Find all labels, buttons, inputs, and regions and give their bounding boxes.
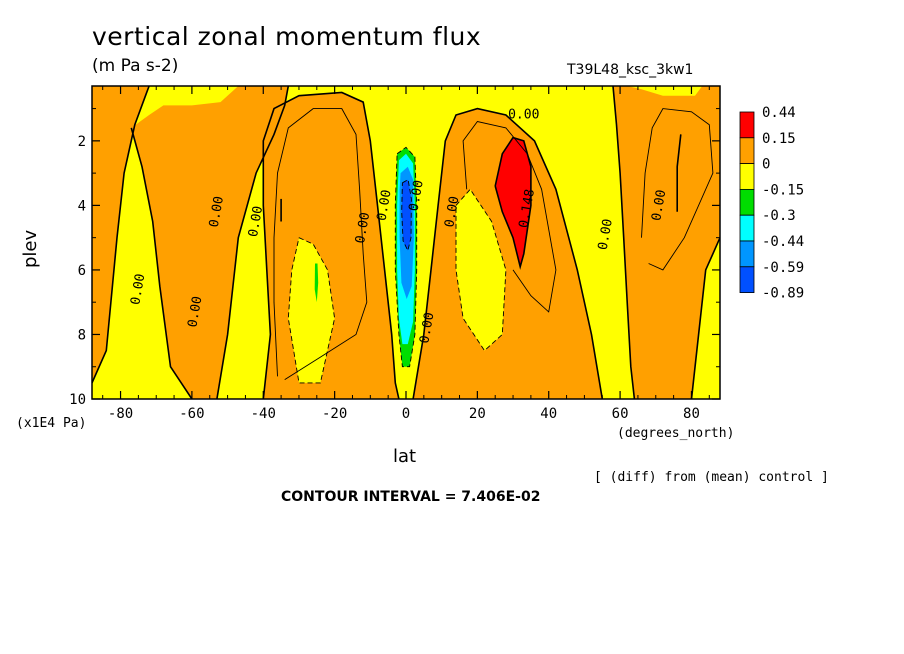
x-tick-label: 0 xyxy=(402,406,410,422)
colorbar: 0.44 0.15 0 -0.15 -0.3 -0.44 -0.59 -0.89 xyxy=(739,105,804,302)
contour-label: 0.00 xyxy=(353,211,373,244)
contour-label: 0.00 xyxy=(374,189,394,222)
contour-label: 0.00 xyxy=(246,205,266,238)
contour-interval: CONTOUR INTERVAL = 7.406E-02 xyxy=(281,489,541,505)
x-tick-label: 60 xyxy=(612,406,629,422)
contour-line xyxy=(641,108,714,271)
contour-region-high xyxy=(495,137,531,267)
contour-label: 0.148 xyxy=(517,188,539,229)
colorbar-label: -0.3 xyxy=(762,208,796,224)
y-tick-label: 8 xyxy=(78,327,86,343)
y-tick-label: 2 xyxy=(78,134,86,150)
contour-line xyxy=(273,108,368,380)
y-tick-label: 4 xyxy=(78,198,86,214)
contour-line xyxy=(262,91,400,399)
x-axis-units: (degrees_north) xyxy=(617,426,735,441)
colorbar-swatch xyxy=(739,137,755,165)
y-tick-label: 6 xyxy=(78,263,86,279)
colorbar-swatch xyxy=(739,111,755,139)
colorbar-label: -0.89 xyxy=(762,286,804,302)
contour-region-neg1 xyxy=(314,263,319,303)
contour-label: 0.00 xyxy=(407,179,427,212)
colorbar-swatch xyxy=(739,240,755,268)
contour-line xyxy=(612,86,636,399)
contour-region-low xyxy=(402,95,421,115)
x-tick-label: -80 xyxy=(108,406,133,422)
contour-region-positive xyxy=(413,108,603,399)
colorbar-swatch xyxy=(739,188,755,216)
contour-line xyxy=(401,178,412,252)
contour-line xyxy=(455,188,507,352)
contour-line xyxy=(462,120,557,313)
x-axis-label: lat xyxy=(393,446,417,467)
contour-line xyxy=(92,86,150,384)
x-tick-label: -60 xyxy=(179,406,204,422)
contour-region-positive xyxy=(131,86,289,399)
contour-region-positive xyxy=(613,86,720,399)
colorbar-label: 0.44 xyxy=(762,105,796,121)
plot-area: 0.000.000.00 0.00 0.000.00 0.000.000.000.00… xyxy=(92,86,720,399)
x-tick-label: 20 xyxy=(469,406,486,422)
colorbar-swatch xyxy=(739,214,755,242)
y-axis-label: plev xyxy=(20,229,41,268)
y-axis-units: (x1E4 Pa) xyxy=(16,416,87,431)
contour-label: 0.00 xyxy=(508,108,539,123)
colorbar-label: 0.15 xyxy=(762,131,796,147)
contour-region-low xyxy=(288,237,335,383)
contour-region-low xyxy=(456,189,506,351)
x-tick-label: -40 xyxy=(251,406,276,422)
contour-line xyxy=(287,237,336,384)
x-tick-label: 80 xyxy=(683,406,700,422)
contour-region-positive xyxy=(92,86,150,383)
units-label: (m Pa s-2) xyxy=(92,56,179,76)
contour-label: 0.00 xyxy=(649,189,669,222)
axis-ticks: -80 -60 -40 -20 0 20 40 60 80 2 4 6 8 10 xyxy=(69,86,720,422)
colorbar-label: -0.15 xyxy=(762,182,804,198)
contour-label: 0.00 xyxy=(417,311,437,344)
contour-line xyxy=(690,237,720,399)
colorbar-label: -0.44 xyxy=(762,234,804,250)
contour-label: 0.00 xyxy=(596,218,616,251)
contour-line xyxy=(676,134,682,212)
diff-note: [ (diff) from (mean) control ] xyxy=(594,470,829,485)
contour-line xyxy=(394,146,418,368)
chart-title: vertical zonal momentum flux xyxy=(92,22,482,51)
contour-line xyxy=(130,127,193,399)
y-tick-label: 10 xyxy=(69,392,86,408)
contour-label: 0.00 xyxy=(185,295,205,328)
contour-label: 0.00 xyxy=(128,273,148,306)
colorbar-swatch xyxy=(739,163,755,190)
contour-line xyxy=(412,107,604,399)
colorbar-swatch xyxy=(739,266,755,293)
colorbar-label: 0 xyxy=(762,157,770,173)
x-tick-label: 40 xyxy=(540,406,557,422)
colorbar-label: -0.59 xyxy=(762,260,804,276)
contour-label: 0.00 xyxy=(442,195,462,228)
contour-label: 0.00 xyxy=(207,195,227,228)
run-label: T39L48_ksc_3kw1 xyxy=(567,62,694,78)
contour-line xyxy=(216,86,290,399)
x-tick-label: -20 xyxy=(322,406,347,422)
contour-line xyxy=(494,136,532,270)
contour-region-neg4 xyxy=(401,179,412,251)
